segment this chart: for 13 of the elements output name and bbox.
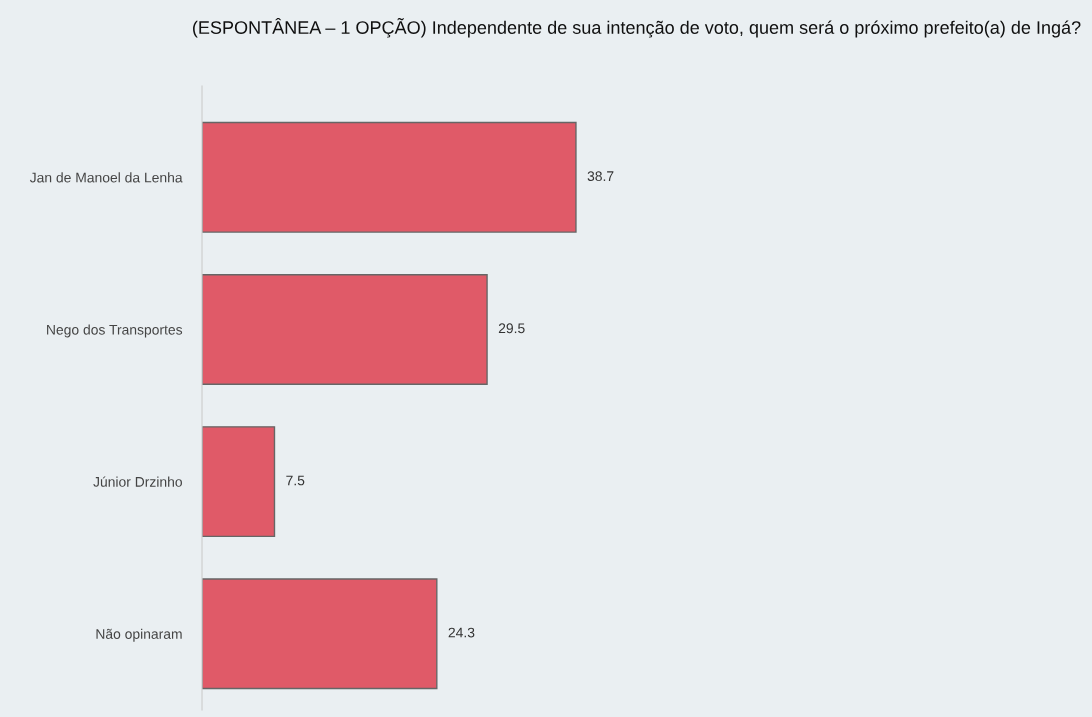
y-tick-label: Nego dos Transportes bbox=[47, 324, 183, 338]
bar bbox=[202, 426, 276, 538]
data-label: 24.3 bbox=[448, 627, 475, 638]
bar bbox=[202, 121, 577, 233]
data-label: 29.5 bbox=[498, 323, 525, 334]
bar bbox=[202, 274, 488, 385]
data-label: 7.5 bbox=[286, 475, 305, 486]
data-label: 38.7 bbox=[587, 171, 614, 182]
bar bbox=[202, 578, 438, 690]
y-tick-label: Júnior Drzinho bbox=[93, 476, 182, 487]
text: (ESPONTÂNEA – 1 OPÇÃO) Independente de sua intenção de voto, quem será o próximo prefeito(a) de Ingá? bbox=[193, 17, 1081, 38]
y-tick-label: Jan de Manoel da Lenha bbox=[29, 172, 183, 183]
y-tick-label: Não opinaram bbox=[96, 628, 182, 642]
